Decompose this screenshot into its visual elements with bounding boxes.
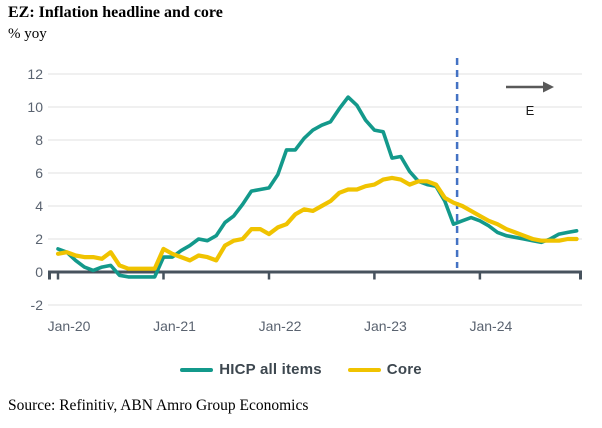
legend-item-core: Core — [347, 361, 422, 378]
y-tick-label: 0 — [35, 264, 43, 280]
core-line — [55, 175, 579, 271]
chart-legend: HICP all items Core — [0, 361, 602, 378]
x-tick-label: Jan-23 — [364, 318, 407, 334]
y-tick-label: 8 — [35, 132, 43, 148]
legend-item-hicp: HICP all items — [180, 361, 322, 378]
chart-area: -2 0 2 4 6 8 10 12 Jan-20 Jan-21 Jan-22 Jan-23 Jan-2… — [0, 50, 602, 340]
y-tick-label: 12 — [27, 66, 43, 82]
inflation-chart: -2 0 2 4 6 8 10 12 Jan-20 Jan-21 Jan-22 Jan-23 Jan-2… — [27, 58, 582, 334]
x-tick-label: Jan-20 — [48, 318, 91, 334]
hicp-line-swatch — [180, 367, 214, 372]
y-tick-label: 2 — [35, 231, 43, 247]
y-tick-label: 4 — [35, 198, 43, 214]
source-note: Source: Refinitiv, ABN Amro Group Econom… — [8, 397, 309, 414]
y-tick-label: -2 — [31, 297, 44, 313]
y-tick-label: 6 — [35, 165, 43, 181]
estimate-label: E — [525, 103, 535, 118]
core-line-swatch — [347, 367, 381, 372]
x-tick-label: Jan-24 — [469, 318, 512, 334]
page-title: EZ: Inflation headline and core — [8, 4, 223, 21]
y-tick-label: 10 — [27, 99, 43, 115]
hicp-line — [56, 95, 579, 279]
legend-label-core: Core — [386, 361, 422, 378]
x-tick-label: Jan-21 — [153, 318, 196, 334]
x-tick-label: Jan-22 — [259, 318, 302, 334]
forecast-arrow-head — [543, 81, 554, 93]
axis-unit-label: % yoy — [8, 26, 47, 42]
legend-label-hicp: HICP all items — [219, 361, 322, 378]
